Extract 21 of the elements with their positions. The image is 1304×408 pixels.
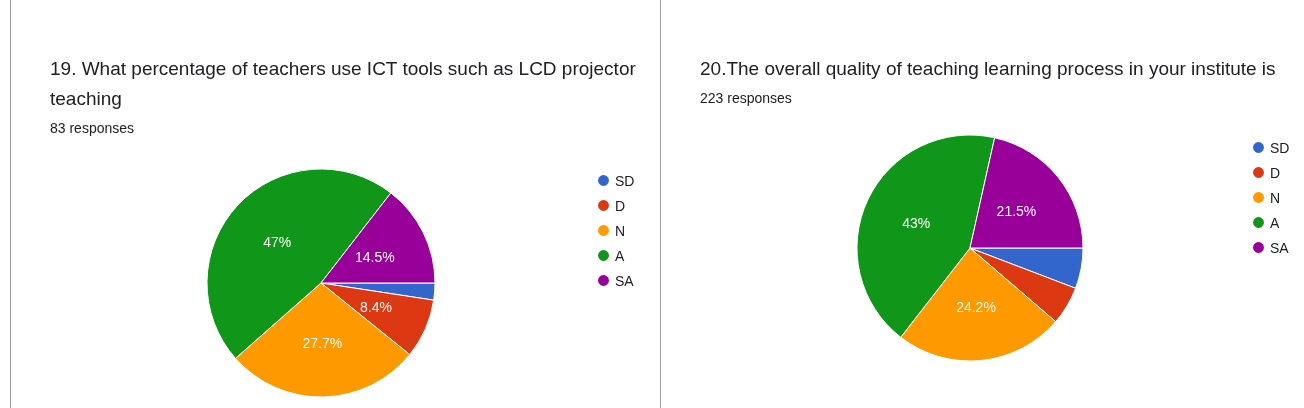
data-label: 8.4%: [359, 299, 392, 316]
data-label: 43%: [902, 214, 931, 231]
data-label: 27.7%: [302, 334, 343, 351]
data-label: 21.5%: [996, 202, 1037, 219]
legend-label: SA: [1270, 239, 1290, 256]
legend-label: N: [1270, 189, 1281, 206]
legend-label: D: [1270, 164, 1281, 181]
legend-label: A: [615, 247, 625, 264]
data-label: 47%: [263, 233, 292, 250]
data-label: 14.5%: [355, 248, 395, 265]
text: 83 responses: [50, 120, 135, 136]
legend-label: D: [615, 197, 626, 214]
chart-subtitle: 223 responses: [700, 90, 792, 106]
legend-label: SD: [1270, 139, 1290, 156]
chart-title: 19. What percentage of teachers use ICT tools such as LCD projector teaching: [50, 57, 642, 109]
legend-label: N: [615, 222, 626, 239]
chart-title: 20.The overall quality of teaching learning process in your institute is: [700, 57, 1276, 79]
legend-label: A: [1270, 214, 1280, 231]
legend-label: SA: [615, 272, 635, 289]
data-label: 24.2%: [956, 299, 996, 316]
legend-label: SD: [615, 172, 635, 189]
